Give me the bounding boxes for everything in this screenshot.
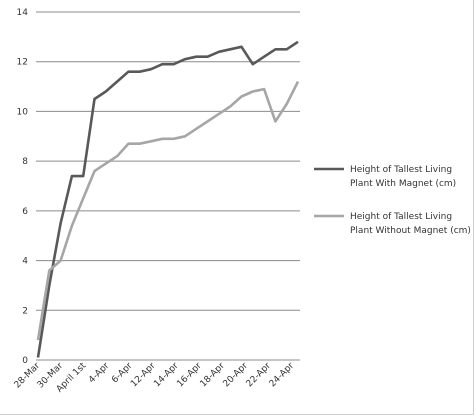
series-line-2: [36, 81, 300, 341]
y-tick-label: 4: [22, 257, 28, 267]
y-axis-tick-labels: 0 2 4 6 8 10 12 14: [17, 8, 29, 366]
legend-label-2: Height of Tallest Living Plant Without Ma…: [350, 212, 471, 236]
x-tick-label: 14-Apr: [152, 361, 181, 390]
x-tick-label: 4-Apr: [87, 361, 111, 385]
y-tick-label: 10: [17, 107, 29, 117]
y-tick-label: 8: [22, 157, 28, 167]
y-tick-label: 6: [22, 207, 28, 217]
y-tick-label: 12: [17, 58, 28, 68]
y-tick-label: 0: [22, 356, 28, 366]
series-line-1: [36, 40, 299, 358]
x-tick-label: 20-Apr: [222, 361, 251, 390]
y-tick-label: 2: [22, 306, 28, 316]
legend: Height of Tallest Living Plant With Magne…: [314, 165, 471, 236]
x-tick-label: 24-Apr: [268, 361, 297, 390]
legend-label-1: Height of Tallest Living Plant With Magne…: [350, 165, 456, 189]
x-tick-label: 16-Apr: [175, 361, 204, 390]
series-lines: [36, 40, 300, 358]
gridlines: [36, 11, 300, 361]
x-tick-label: 22-Apr: [245, 361, 274, 390]
x-tick-label: 12-Apr: [129, 361, 158, 390]
x-tick-label: 18-Apr: [199, 361, 228, 390]
y-tick-label: 14: [17, 8, 29, 18]
